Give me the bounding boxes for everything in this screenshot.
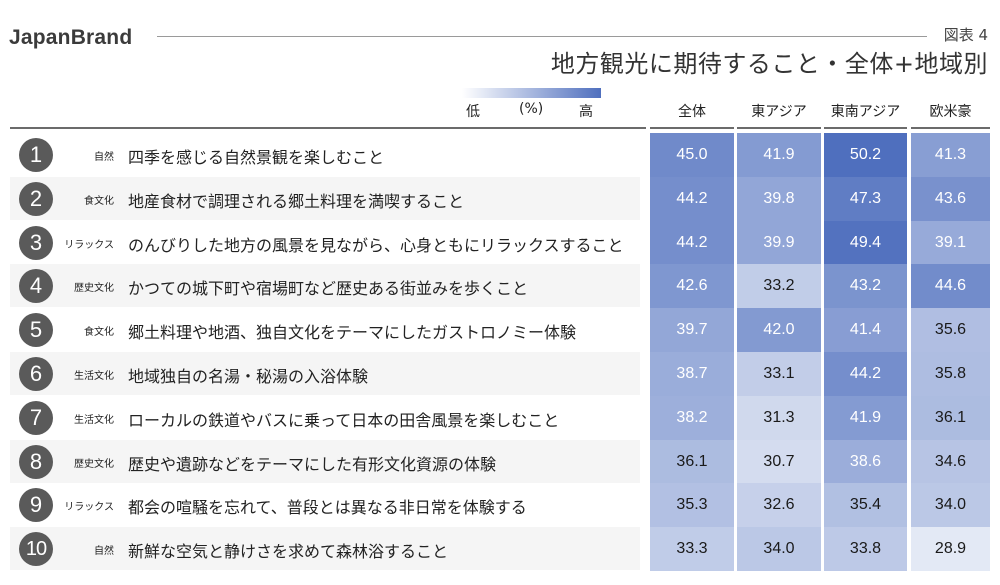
category-tag: リラックス bbox=[64, 239, 114, 251]
category-tag: リラックス bbox=[64, 502, 114, 514]
value-cell: 41.3 bbox=[911, 133, 990, 177]
category-tag: 生活文化 bbox=[74, 371, 114, 382]
value-cell: 47.3 bbox=[824, 176, 907, 221]
value-cell: 35.6 bbox=[911, 308, 990, 353]
item-label: 新鮮な空気と静けさを求めて森林浴すること bbox=[128, 542, 449, 562]
column-header-southeast-asia: 東南アジア bbox=[830, 104, 901, 120]
value-cell: 32.6 bbox=[737, 483, 821, 528]
value-cell: 44.6 bbox=[911, 264, 990, 309]
table-row: 2 食文化 地産食材で調理される郷土料理を満喫すること bbox=[10, 176, 640, 220]
value-cell: 43.6 bbox=[911, 176, 990, 221]
legend-high-label: 高 bbox=[579, 104, 593, 120]
value-cell: 34.0 bbox=[737, 527, 821, 572]
value-cell: 34.0 bbox=[911, 483, 990, 528]
table-row: 6 生活文化 地域独自の名湯・秘湯の入浴体験 bbox=[10, 352, 640, 395]
rank-badge: 4 bbox=[19, 269, 53, 304]
value-cell: 44.2 bbox=[650, 176, 734, 221]
table-row: 8 歴史文化 歴史や遺跡などをテーマにした有形文化資源の体験 bbox=[10, 439, 640, 483]
value-cell: 33.8 bbox=[824, 527, 907, 572]
rank-badge: 7 bbox=[19, 400, 53, 435]
value-cell: 38.2 bbox=[650, 395, 734, 440]
value-cell: 42.6 bbox=[650, 264, 734, 309]
item-label: 歴史や遺跡などをテーマにした有形文化資源の体験 bbox=[128, 454, 497, 474]
value-cell: 35.4 bbox=[824, 483, 907, 528]
value-cell: 39.8 bbox=[737, 176, 821, 221]
value-cell: 36.1 bbox=[650, 439, 734, 484]
category-tag: 自然 bbox=[94, 546, 114, 558]
rank-badge: 5 bbox=[19, 313, 53, 348]
legend-low-label: 低 bbox=[466, 104, 480, 120]
item-label: かつての城下町や宿場町など歴史ある街並みを歩くこと bbox=[128, 279, 529, 299]
value-cell: 41.9 bbox=[737, 133, 821, 177]
chart-title: 地方観光に期待すること・全体+地域別 bbox=[550, 50, 988, 78]
brand-logo: JapanBrand bbox=[9, 26, 133, 49]
category-tag: 生活文化 bbox=[74, 414, 114, 426]
table-row: 1 自然 四季を感じる自然景観を楽しむこと bbox=[10, 133, 640, 176]
value-cell: 34.6 bbox=[911, 439, 990, 484]
value-cell: 36.1 bbox=[911, 395, 990, 440]
column-header-east-asia: 東アジア bbox=[751, 104, 807, 120]
table-row: 10 自然 新鮮な空気と静けさを求めて森林浴すること bbox=[10, 527, 640, 571]
header-rule-col4 bbox=[911, 127, 990, 129]
header-rule-col1 bbox=[650, 127, 734, 129]
value-cell: 28.9 bbox=[911, 527, 990, 572]
value-cell: 43.2 bbox=[824, 264, 907, 309]
value-cell: 41.4 bbox=[824, 308, 907, 353]
value-cell: 49.4 bbox=[824, 220, 907, 265]
value-cell: 39.1 bbox=[911, 220, 990, 265]
category-tag: 食文化 bbox=[84, 195, 114, 207]
value-cell: 35.3 bbox=[650, 483, 734, 528]
item-label: のんびりした地方の風景を見ながら、心身ともにリラックスすること bbox=[128, 235, 624, 255]
item-label: 地産食材で調理される郷土料理を満喫すること bbox=[128, 191, 465, 211]
value-cell: 45.0 bbox=[650, 133, 734, 177]
category-tag: 食文化 bbox=[84, 327, 114, 339]
header-rule-items bbox=[10, 127, 646, 129]
table-row: 4 歴史文化 かつての城下町や宿場町など歴史ある街並みを歩くこと bbox=[10, 264, 640, 308]
category-tag: 歴史文化 bbox=[74, 458, 114, 470]
color-scale-legend bbox=[462, 88, 601, 98]
item-label: 四季を感じる自然景観を楽しむこと bbox=[128, 148, 385, 167]
value-cell: 42.0 bbox=[737, 308, 821, 353]
column-header-western: 欧米豪 bbox=[929, 104, 972, 120]
value-cell: 44.2 bbox=[650, 220, 734, 265]
rank-badge: 8 bbox=[19, 444, 53, 479]
value-cell: 39.9 bbox=[737, 220, 821, 265]
value-cell: 38.7 bbox=[650, 352, 734, 396]
value-cell: 33.1 bbox=[737, 352, 821, 396]
header-rule-col2 bbox=[737, 127, 821, 129]
header-divider bbox=[157, 36, 927, 37]
item-label: 都会の喧騒を忘れて、普段とは異なる非日常を体験する bbox=[128, 498, 527, 518]
rank-badge: 1 bbox=[19, 138, 53, 172]
value-cell: 44.2 bbox=[824, 352, 907, 396]
value-cell: 30.7 bbox=[737, 439, 821, 484]
item-label: 地域独自の名湯・秘湯の入浴体験 bbox=[128, 367, 369, 386]
value-cell: 39.7 bbox=[650, 308, 734, 353]
table-row: 7 生活文化 ローカルの鉄道やバスに乗って日本の田舎風景を楽しむこと bbox=[10, 396, 640, 439]
value-cell: 31.3 bbox=[737, 395, 821, 440]
column-header-total: 全体 bbox=[678, 104, 706, 120]
value-cell: 50.2 bbox=[824, 133, 907, 177]
item-label: 郷土料理や地酒、独自文化をテーマにしたガストロノミー体験 bbox=[128, 323, 577, 343]
rank-badge: 3 bbox=[19, 225, 53, 260]
header-rule-col3 bbox=[824, 127, 907, 129]
item-label: ローカルの鉄道やバスに乗って日本の田舎風景を楽しむこと bbox=[128, 410, 560, 430]
rank-badge: 6 bbox=[19, 357, 53, 391]
rank-badge: 10 bbox=[19, 532, 53, 567]
table-row: 3 リラックス のんびりした地方の風景を見ながら、心身ともにリラックスすること bbox=[10, 221, 640, 264]
rank-badge: 9 bbox=[19, 488, 53, 523]
value-cell: 41.9 bbox=[824, 395, 907, 440]
value-cell: 33.3 bbox=[650, 527, 734, 572]
value-cell: 38.6 bbox=[824, 439, 907, 484]
category-tag: 自然 bbox=[94, 152, 114, 163]
value-cell: 35.8 bbox=[911, 352, 990, 396]
table-row: 5 食文化 郷土料理や地酒、独自文化をテーマにしたガストロノミー体験 bbox=[10, 308, 640, 351]
category-tag: 歴史文化 bbox=[74, 283, 114, 295]
legend-unit-label: (%) bbox=[519, 101, 544, 117]
figure-label: 図表 4 bbox=[943, 26, 988, 44]
value-cell: 33.2 bbox=[737, 264, 821, 309]
table-row: 9 リラックス 都会の喧騒を忘れて、普段とは異なる非日常を体験する bbox=[10, 483, 640, 526]
rank-badge: 2 bbox=[19, 181, 53, 216]
